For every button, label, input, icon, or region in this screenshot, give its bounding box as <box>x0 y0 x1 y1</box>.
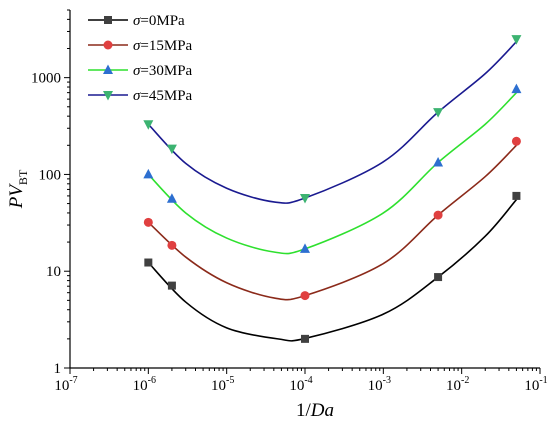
data-point <box>166 193 177 203</box>
data-point <box>433 108 444 118</box>
data-point <box>433 210 443 220</box>
data-point <box>143 120 154 130</box>
fit-curves <box>147 41 518 342</box>
x-tick-label: 10-4 <box>289 375 312 394</box>
legend-label: σ=45MPa <box>133 88 193 104</box>
y-tick-label: 1000 <box>31 71 61 87</box>
data-point <box>512 191 521 200</box>
data-point <box>434 273 443 282</box>
data-point <box>166 144 177 155</box>
data-point <box>300 194 310 204</box>
x-tick-label: 10-3 <box>368 375 391 394</box>
x-tick-label: 10-6 <box>133 375 156 394</box>
legend-label: σ=0MPa <box>133 13 185 29</box>
data-point <box>301 334 309 343</box>
legend-marker <box>104 16 112 24</box>
legend-marker <box>103 91 113 101</box>
y-tick-label: 100 <box>39 167 62 183</box>
data-point <box>300 291 310 301</box>
data-point <box>511 136 521 146</box>
axes: 10-7 10-6 10-5 10-4 10-3 10-2 10-1 1 10 100 1000 <box>31 9 548 394</box>
y-tick-label: 1 <box>54 361 62 377</box>
legend-label: σ=15MPa <box>133 38 193 54</box>
legend: σ=0MPa σ=15MPa σ=30MPa σ=45MPa <box>88 13 193 104</box>
x-tick-label: 10-5 <box>211 375 234 394</box>
data-point <box>300 243 310 253</box>
series-curve-3 <box>147 41 517 204</box>
data-point <box>433 156 444 167</box>
y-axis-title: PVBT <box>6 169 30 209</box>
data-point <box>511 35 522 45</box>
series-curve-1 <box>147 144 517 301</box>
series-curve-2 <box>147 92 517 255</box>
x-tick-label: 10-1 <box>524 375 547 394</box>
legend-marker <box>103 64 113 74</box>
legend-label: σ=30MPa <box>133 63 193 79</box>
x-tick-label: 10-2 <box>446 375 469 394</box>
x-axis-title: 1/Da <box>296 400 334 421</box>
data-point <box>511 83 522 94</box>
data-point <box>143 168 154 179</box>
data-point <box>143 217 153 227</box>
y-tick-label: 10 <box>46 264 61 280</box>
data-point <box>167 240 177 250</box>
data-markers <box>143 35 522 343</box>
data-point <box>167 281 176 290</box>
legend-marker <box>103 40 113 50</box>
data-point <box>144 258 153 267</box>
x-tick-label: 10-7 <box>54 375 77 394</box>
